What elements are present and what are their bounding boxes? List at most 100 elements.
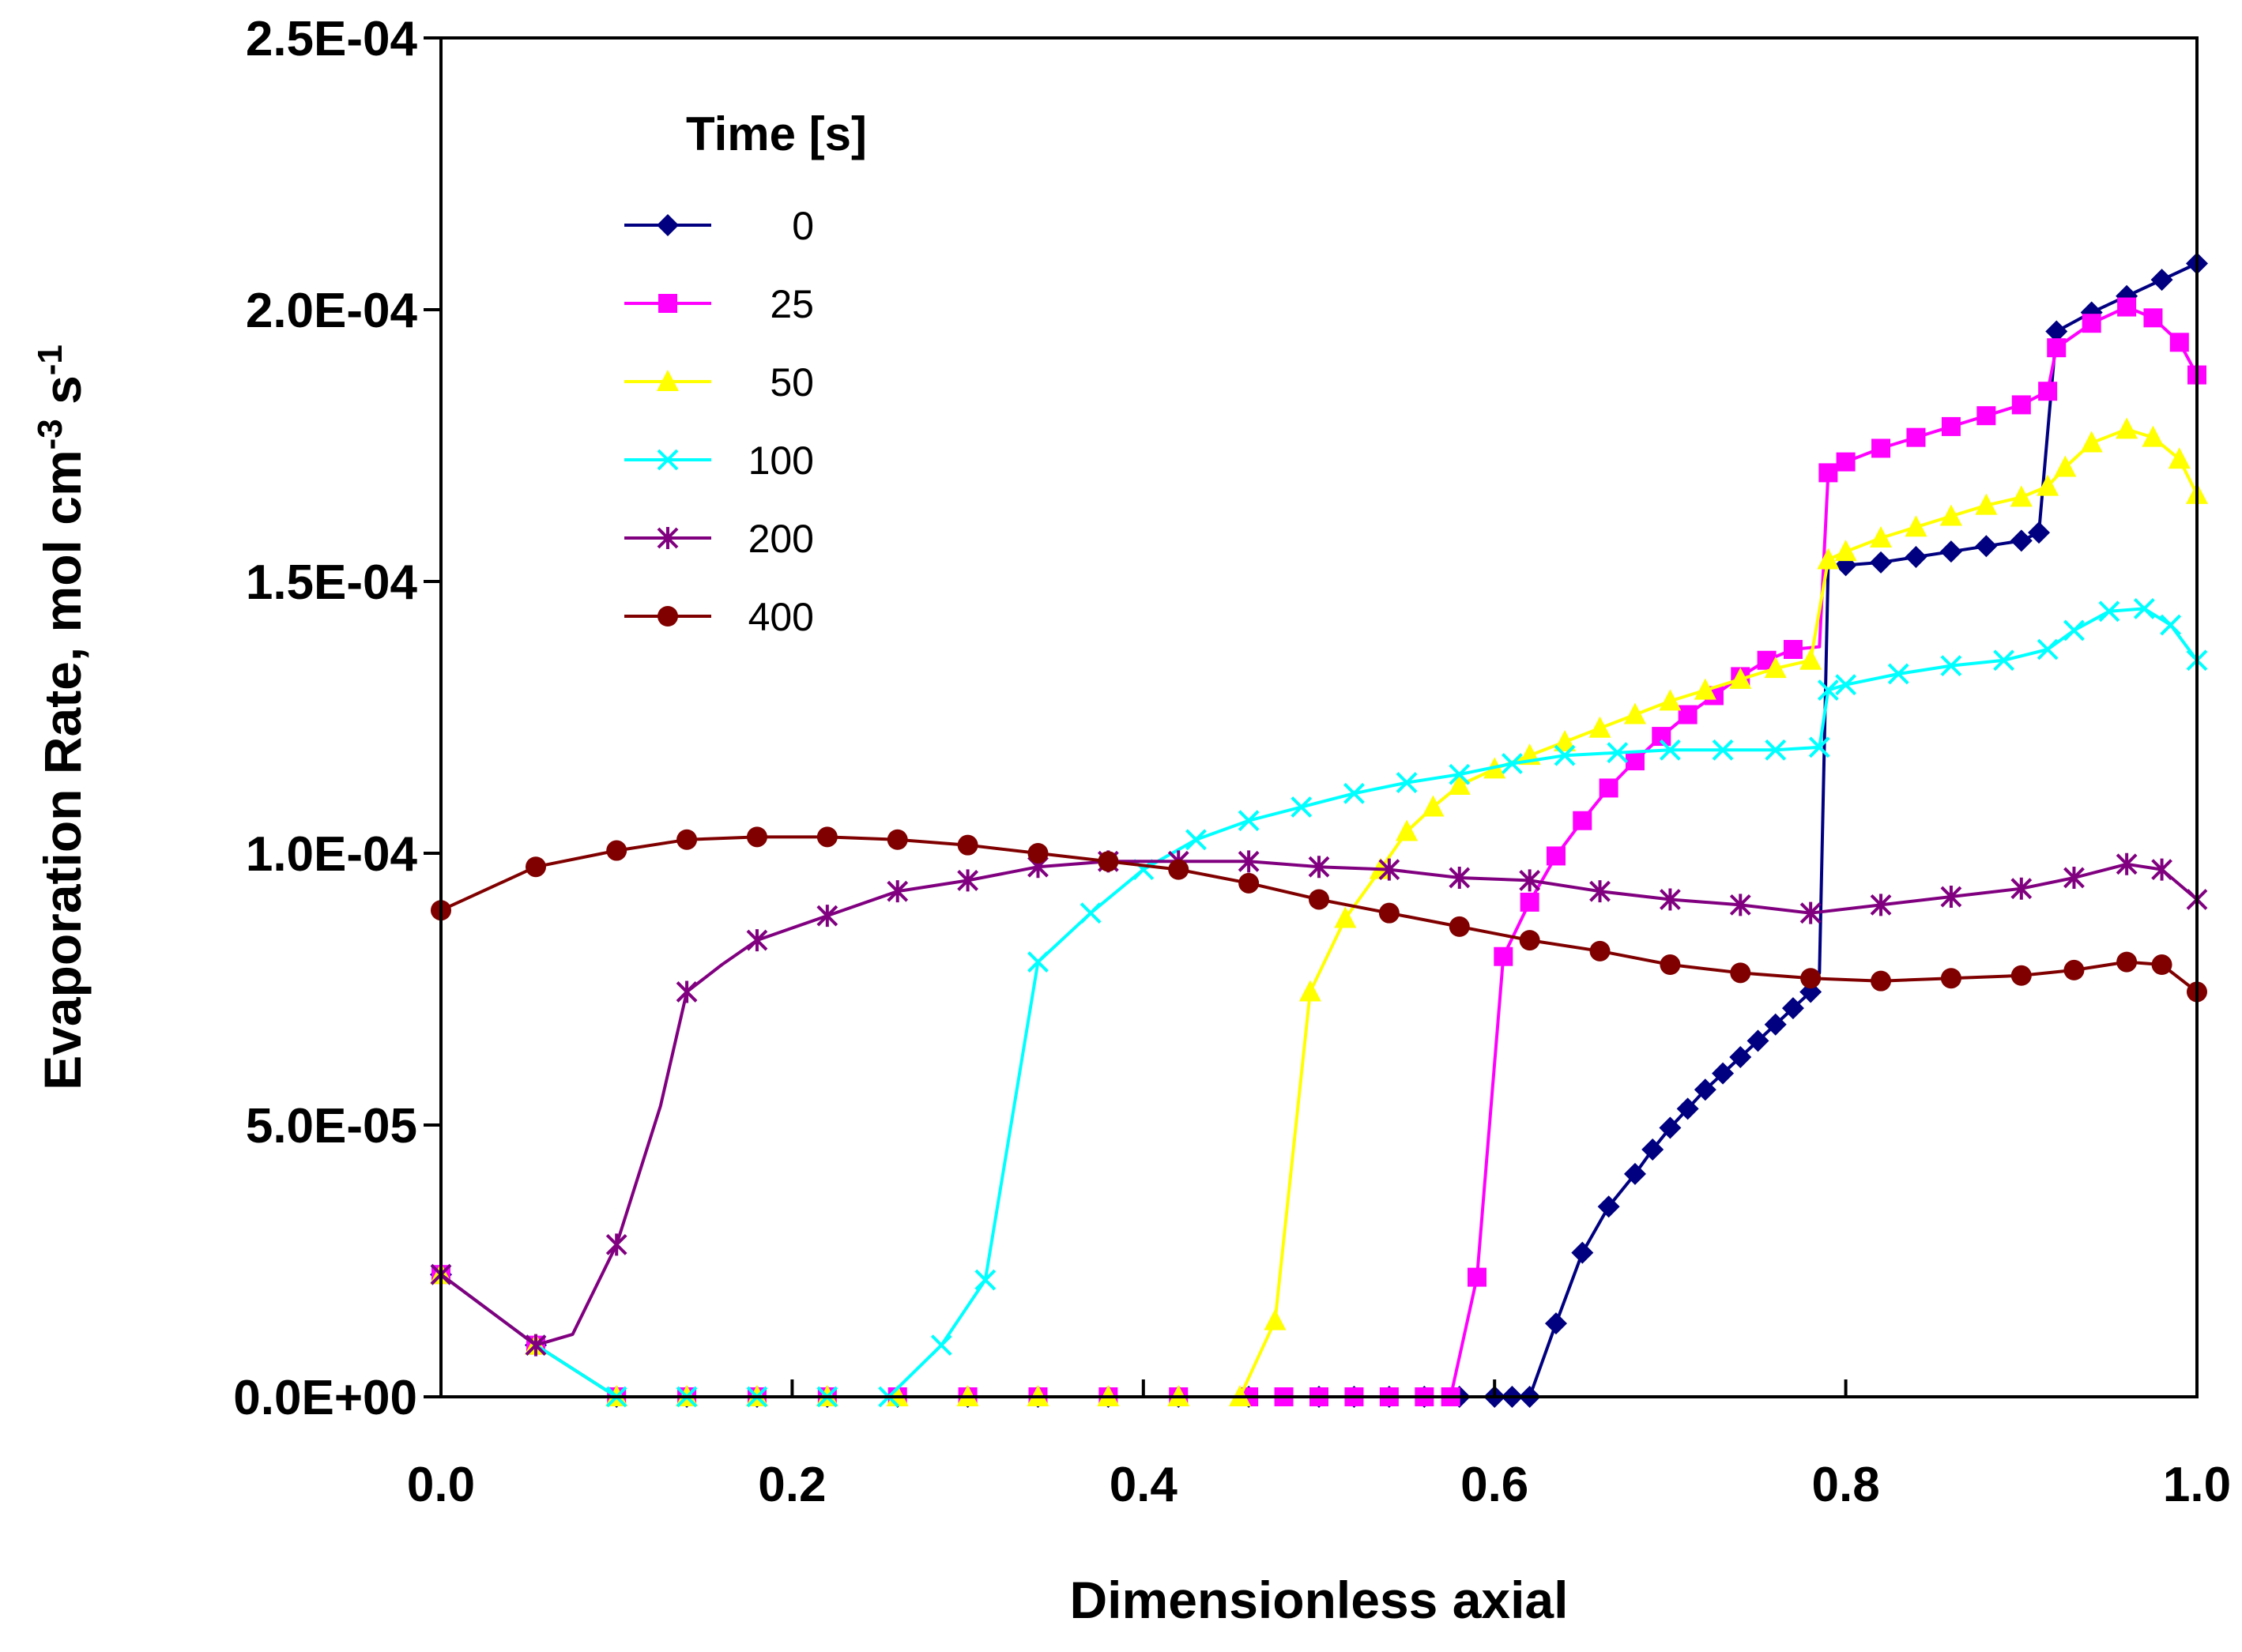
y-axis-title: Evaporation Rate, mol cm-3 s-1 bbox=[31, 344, 92, 1090]
data-point bbox=[1975, 493, 1998, 515]
data-point bbox=[1834, 540, 1857, 562]
data-point bbox=[1678, 705, 1698, 724]
data-point bbox=[1746, 1029, 1769, 1052]
data-point bbox=[2010, 965, 2032, 986]
data-point bbox=[816, 905, 838, 928]
data-point bbox=[2010, 529, 2033, 552]
data-point bbox=[1940, 886, 1962, 909]
data-point bbox=[1799, 648, 1822, 670]
data-point bbox=[1264, 1308, 1287, 1330]
data-point bbox=[1554, 729, 1577, 751]
data-point bbox=[2063, 959, 2085, 980]
data-point bbox=[1571, 1241, 1594, 1264]
data-point bbox=[1835, 674, 1857, 696]
data-point bbox=[1625, 751, 1645, 771]
data-point bbox=[525, 1334, 547, 1357]
y-axis-title-main: Evaporation Rate, mol cm bbox=[33, 450, 92, 1090]
data-point bbox=[1623, 1162, 1646, 1185]
data-point bbox=[2150, 269, 2173, 292]
y-tick-label: 5.0E-05 bbox=[246, 1099, 417, 1153]
data-point bbox=[2080, 431, 2103, 453]
data-point bbox=[1623, 702, 1646, 724]
data-point bbox=[1309, 889, 1329, 910]
y-tick-label: 0.0E+00 bbox=[233, 1371, 417, 1425]
data-point bbox=[1449, 916, 1470, 937]
data-point bbox=[2151, 954, 2172, 976]
legend: Time [s] 0 25 50 100 200 400 bbox=[624, 107, 867, 639]
x-tick-label: 0.6 bbox=[1460, 1458, 1528, 1512]
data-point bbox=[1520, 892, 1539, 912]
data-point bbox=[1378, 858, 1400, 881]
data-point bbox=[2151, 858, 2172, 881]
data-point bbox=[2169, 333, 2189, 352]
legend-item: 100 bbox=[624, 438, 814, 483]
legend-item: 400 bbox=[624, 595, 814, 639]
legend-label: 400 bbox=[748, 595, 814, 639]
data-point bbox=[1396, 819, 1419, 841]
data-point bbox=[887, 880, 909, 903]
data-point bbox=[1729, 667, 1752, 689]
data-point bbox=[930, 1334, 952, 1357]
data-point bbox=[2116, 852, 2138, 875]
x-tick-label: 0.0 bbox=[407, 1458, 475, 1512]
data-point bbox=[1027, 951, 1049, 973]
legend-swatch-marker bbox=[657, 370, 679, 391]
data-point bbox=[1729, 894, 1751, 916]
data-point bbox=[1729, 1046, 1752, 1068]
data-point bbox=[2045, 320, 2068, 343]
data-point bbox=[1939, 540, 1962, 563]
data-point bbox=[1694, 1078, 1716, 1101]
data-point bbox=[1659, 888, 1681, 911]
data-point bbox=[746, 929, 768, 952]
data-point bbox=[1808, 736, 1830, 758]
data-point bbox=[1588, 716, 1611, 738]
data-point bbox=[1836, 452, 1856, 472]
data-point bbox=[1905, 515, 1927, 537]
data-point bbox=[1783, 640, 1803, 659]
legend-label: 100 bbox=[748, 438, 814, 483]
data-point bbox=[2037, 638, 2059, 660]
data-point bbox=[1589, 880, 1611, 903]
data-point bbox=[957, 869, 979, 892]
data-point bbox=[2038, 382, 2058, 401]
data-point bbox=[2011, 395, 2031, 415]
y-tick-label: 2.0E-04 bbox=[246, 284, 418, 338]
data-point bbox=[1887, 663, 1909, 685]
data-point bbox=[1781, 997, 1804, 1020]
data-point bbox=[1993, 649, 2014, 672]
y-tick-label: 2.5E-04 bbox=[246, 12, 418, 66]
data-point bbox=[2143, 308, 2163, 328]
data-point bbox=[1334, 906, 1357, 928]
legend-swatch-marker bbox=[657, 214, 679, 236]
data-point bbox=[1597, 1195, 1620, 1218]
data-point bbox=[1817, 679, 1839, 702]
data-point bbox=[1519, 869, 1541, 892]
data-point bbox=[1870, 525, 1893, 548]
data-point bbox=[606, 840, 627, 861]
x-tick-label: 0.4 bbox=[1110, 1458, 1178, 1512]
data-point bbox=[2098, 600, 2120, 623]
legend-label: 50 bbox=[770, 360, 814, 405]
x-axis-title: Dimensionless axial bbox=[1070, 1571, 1569, 1629]
data-point bbox=[1589, 940, 1611, 961]
legend-swatch-marker bbox=[658, 606, 678, 627]
data-point bbox=[2142, 425, 2165, 447]
data-point bbox=[1544, 1312, 1567, 1335]
data-point bbox=[1659, 689, 1682, 711]
data-point bbox=[1975, 535, 1998, 558]
data-point bbox=[1940, 655, 1962, 677]
data-point bbox=[1238, 850, 1260, 873]
data-point bbox=[1799, 901, 1822, 924]
data-point bbox=[525, 856, 546, 878]
data-point bbox=[676, 980, 698, 1003]
data-point bbox=[2133, 597, 2155, 619]
data-point bbox=[1396, 772, 1418, 793]
y-axis-title-exp1: -3 bbox=[31, 419, 70, 450]
data-point bbox=[1098, 851, 1119, 872]
data-point bbox=[1765, 739, 1787, 761]
legend-label: 25 bbox=[770, 282, 814, 326]
legend-item: 25 bbox=[624, 282, 814, 326]
data-point bbox=[1378, 902, 1400, 924]
data-point bbox=[1764, 1013, 1787, 1036]
data-point bbox=[1940, 968, 1961, 989]
